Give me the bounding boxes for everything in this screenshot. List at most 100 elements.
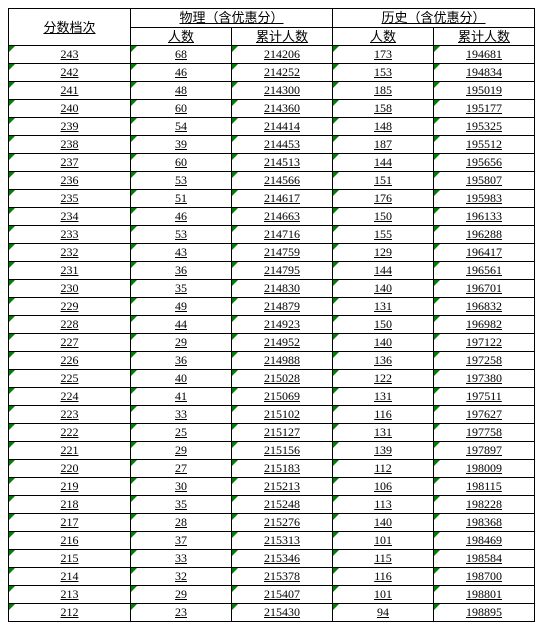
- table-cell: 115: [333, 550, 434, 568]
- cell-value: 234: [9, 208, 130, 225]
- cell-marker-icon: [232, 118, 238, 124]
- cell-value: 214252: [232, 64, 332, 81]
- table-cell: 33: [131, 406, 232, 424]
- cell-value: 195512: [434, 136, 534, 153]
- cell-value: 198115: [434, 478, 534, 495]
- cell-marker-icon: [232, 82, 238, 88]
- cell-value: 60: [131, 100, 231, 117]
- table-cell: 122: [333, 370, 434, 388]
- table-row: 22540215028122197380: [9, 370, 535, 388]
- table-row: 23551214617176195983: [9, 190, 535, 208]
- table-row: 23136214795144196561: [9, 262, 535, 280]
- cell-value: 214663: [232, 208, 332, 225]
- cell-value: 215346: [232, 550, 332, 567]
- table-cell: 196701: [434, 280, 535, 298]
- cell-marker-icon: [333, 154, 339, 160]
- cell-value: 214414: [232, 118, 332, 135]
- cell-marker-icon: [333, 172, 339, 178]
- cell-value: 129: [333, 244, 433, 261]
- table-cell: 150: [333, 208, 434, 226]
- cell-marker-icon: [333, 298, 339, 304]
- cell-value: 215378: [232, 568, 332, 585]
- table-cell: 155: [333, 226, 434, 244]
- cell-marker-icon: [9, 334, 15, 340]
- table-row: 22333215102116197627: [9, 406, 535, 424]
- cell-value: 46: [131, 208, 231, 225]
- cell-value: 94: [333, 604, 433, 621]
- cell-marker-icon: [9, 46, 15, 52]
- cell-marker-icon: [232, 280, 238, 286]
- header-history-group-label: 历史（含优惠分）: [333, 9, 534, 26]
- cell-value: 216: [9, 532, 130, 549]
- cell-value: 229: [9, 298, 130, 315]
- header-history-group: 历史（含优惠分）: [333, 9, 535, 28]
- cell-marker-icon: [131, 136, 137, 142]
- cell-value: 227: [9, 334, 130, 351]
- cell-marker-icon: [232, 136, 238, 142]
- table-cell: 151: [333, 172, 434, 190]
- table-cell: 198228: [434, 496, 535, 514]
- table-cell: 129: [333, 244, 434, 262]
- cell-value: 197380: [434, 370, 534, 387]
- cell-marker-icon: [131, 244, 137, 250]
- header-score-bracket-label: 分数档次: [9, 19, 130, 36]
- table-cell: 212: [9, 604, 131, 622]
- table-cell: 196133: [434, 208, 535, 226]
- cell-value: 198801: [434, 586, 534, 603]
- cell-value: 35: [131, 280, 231, 297]
- cell-value: 23: [131, 604, 231, 621]
- table-cell: 197511: [434, 388, 535, 406]
- cell-marker-icon: [434, 496, 440, 502]
- cell-marker-icon: [333, 334, 339, 340]
- cell-value: 101: [333, 586, 433, 603]
- cell-marker-icon: [232, 406, 238, 412]
- cell-value: 195019: [434, 82, 534, 99]
- cell-marker-icon: [131, 64, 137, 70]
- cell-value: 44: [131, 316, 231, 333]
- cell-value: 53: [131, 172, 231, 189]
- cell-marker-icon: [333, 460, 339, 466]
- table-cell: 36: [131, 352, 232, 370]
- cell-marker-icon: [131, 424, 137, 430]
- cell-value: 219: [9, 478, 130, 495]
- table-cell: 195807: [434, 172, 535, 190]
- cell-marker-icon: [131, 388, 137, 394]
- cell-value: 215183: [232, 460, 332, 477]
- header-hist-count-label: 人数: [333, 28, 433, 45]
- cell-value: 36: [131, 352, 231, 369]
- cell-marker-icon: [434, 406, 440, 412]
- table-cell: 116: [333, 406, 434, 424]
- table-cell: 46: [131, 208, 232, 226]
- cell-value: 195325: [434, 118, 534, 135]
- table-cell: 39: [131, 136, 232, 154]
- cell-marker-icon: [434, 208, 440, 214]
- cell-marker-icon: [333, 442, 339, 448]
- cell-marker-icon: [9, 208, 15, 214]
- cell-value: 197897: [434, 442, 534, 459]
- header-phys-count: 人数: [131, 27, 232, 46]
- cell-value: 196417: [434, 244, 534, 261]
- table-cell: 60: [131, 100, 232, 118]
- cell-value: 232: [9, 244, 130, 261]
- cell-value: 140: [333, 514, 433, 531]
- header-physics-group-label: 物理（含优惠分）: [131, 9, 332, 26]
- table-cell: 29: [131, 586, 232, 604]
- table-cell: 196832: [434, 298, 535, 316]
- cell-value: 116: [333, 406, 433, 423]
- cell-marker-icon: [333, 388, 339, 394]
- cell-marker-icon: [232, 388, 238, 394]
- cell-value: 225: [9, 370, 130, 387]
- cell-marker-icon: [333, 586, 339, 592]
- cell-marker-icon: [131, 118, 137, 124]
- cell-value: 196982: [434, 316, 534, 333]
- cell-marker-icon: [333, 226, 339, 232]
- cell-marker-icon: [9, 82, 15, 88]
- table-cell: 101: [333, 586, 434, 604]
- cell-value: 215127: [232, 424, 332, 441]
- table-cell: 214879: [232, 298, 333, 316]
- cell-value: 230: [9, 280, 130, 297]
- table-row: 21637215313101198469: [9, 532, 535, 550]
- cell-marker-icon: [333, 262, 339, 268]
- cell-value: 158: [333, 100, 433, 117]
- cell-marker-icon: [232, 172, 238, 178]
